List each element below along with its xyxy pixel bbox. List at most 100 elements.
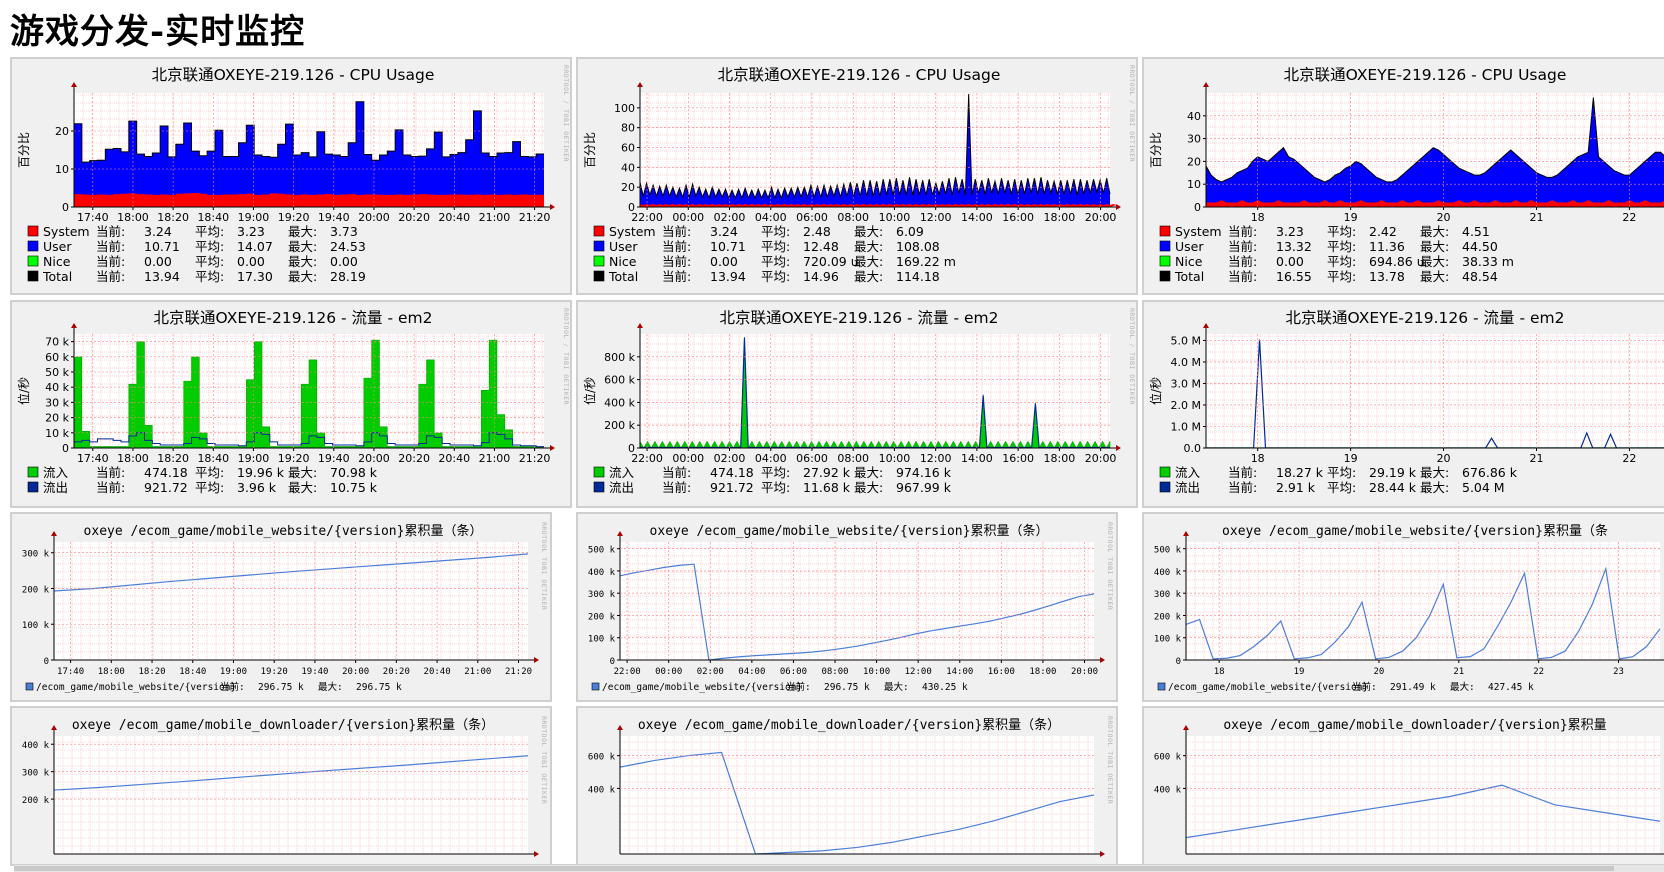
x-tick-label: 18:20 [157, 452, 189, 465]
x-axis-arrow-icon [534, 657, 539, 663]
y-axis-arrow-icon [617, 725, 623, 730]
legend-current-value: 921.72 [710, 480, 754, 495]
legend-series-name: 流入 [609, 465, 635, 480]
legend-swatch [27, 466, 39, 478]
legend-average-value: 17.30 [237, 269, 273, 284]
x-tick-label: 17:40 [77, 211, 109, 224]
graph-web-3: oxeye /ecom_game/mobile_website/{version… [1154, 523, 1664, 693]
y-tick-label: 70 k [45, 336, 69, 349]
x-tick-label: 19:20 [278, 452, 310, 465]
graph-panel-dl-2[interactable]: oxeye /ecom_game/mobile_downloader/{vers… [576, 706, 1118, 866]
legend-average-label: 平均: [1327, 480, 1356, 495]
legend-series-name: Total [608, 269, 638, 284]
legend-series-name: 流入 [43, 465, 69, 480]
y-tick-label: 100 k [1154, 635, 1182, 645]
legend-maximum-label: 最大: [318, 681, 343, 693]
x-tick-label: 21:20 [519, 452, 551, 465]
series-user-area [640, 93, 1110, 207]
legend-maximum-value: 676.86 k [1462, 465, 1518, 480]
legend-swatch [1159, 255, 1171, 267]
legend-swatch [1159, 240, 1171, 252]
series-line [53, 755, 529, 791]
graph-panel-dl-3[interactable]: oxeye /ecom_game/mobile_downloader/{vers… [1142, 706, 1664, 866]
y-tick-label: 500 k [1154, 546, 1182, 556]
x-tick-label: 21:00 [479, 211, 511, 224]
x-tick-label: 04:00 [755, 211, 787, 224]
plot-area [54, 542, 528, 660]
y-tick-label: 10 [1187, 178, 1201, 191]
graph-panel-web-3[interactable]: oxeye /ecom_game/mobile_website/{version… [1142, 512, 1664, 702]
x-tick-label: 14:00 [946, 667, 973, 677]
legend-maximum-value: 4.51 [1462, 224, 1490, 239]
graph-title: oxeye /ecom_game/mobile_website/{version… [84, 523, 483, 539]
x-tick-label: 20:20 [398, 452, 430, 465]
legend-maximum-value: 296.75 k [356, 682, 402, 693]
x-tick-label: 22 [1622, 211, 1636, 224]
x-axis-arrow-icon [1116, 445, 1121, 451]
y-tick-label: 0.0 [1184, 442, 1202, 455]
graph-panel-cpu-2[interactable]: 北京联通OXEYE-219.126 - CPU Usage RRDTOOL / T… [576, 57, 1138, 295]
graph-panel-net-2[interactable]: 北京联通OXEYE-219.126 - 流量 - em2 RRDTOOL / TO… [576, 300, 1138, 508]
y-tick-label: 1.0 M [1171, 420, 1201, 433]
legend-average-label: 平均: [1327, 224, 1356, 239]
legend-current-label: 当前: [1228, 480, 1257, 495]
x-tick-label: 18:00 [1029, 667, 1056, 677]
legend-current-value: 16.55 [1276, 269, 1312, 284]
y-tick-label: 4.0 M [1171, 356, 1201, 369]
x-tick-label: 19:40 [318, 211, 350, 224]
legend-average-value: 720.09 u [803, 254, 859, 269]
legend-average-value: 19.96 k [237, 465, 285, 480]
x-tick-label: 18 [1251, 452, 1265, 465]
legend-series-name: System [43, 224, 90, 239]
legend-average-label: 平均: [195, 480, 224, 495]
x-tick-label: 20:00 [1085, 452, 1117, 465]
legend-current-value: 0.00 [710, 254, 738, 269]
x-axis-arrow-icon [534, 851, 539, 857]
legend-maximum-label: 最大: [288, 269, 317, 284]
legend-current-value: 291.49 k [1390, 682, 1436, 693]
x-tick-label: 06:00 [780, 667, 807, 677]
graph-panel-cpu-1[interactable]: 北京联通OXEYE-219.126 - CPU Usage RRDTOOL / T… [10, 57, 572, 295]
legend-swatch [27, 481, 39, 493]
legend-average-value: 11.36 [1369, 239, 1405, 254]
legend-maximum-label: 最大: [854, 224, 883, 239]
horizontal-scrollbar-thumb[interactable] [14, 866, 1614, 871]
y-tick-label: 60 [621, 142, 635, 155]
y-tick-label: 800 k [604, 351, 635, 364]
graph-panel-web-1[interactable]: oxeye /ecom_game/mobile_website/{version… [10, 512, 552, 702]
y-tick-label: 0 [62, 201, 69, 214]
legend-average-value: 2.48 [803, 224, 831, 239]
graph-panel-net-1[interactable]: 北京联通OXEYE-219.126 - 流量 - em2 RRDTOOL / TO… [10, 300, 572, 508]
legend-maximum-label: 最大: [288, 254, 317, 269]
x-tick-label: 19:40 [318, 452, 350, 465]
legend-series-name: 流入 [1175, 465, 1201, 480]
legend-series-name: System [1175, 224, 1222, 239]
y-axis-label: 位/秒 [1148, 377, 1163, 405]
graph-net-2: 北京联通OXEYE-219.126 - 流量 - em2 RRDTOOL / TO… [582, 308, 1136, 495]
series-system-area [1206, 200, 1664, 207]
legend-maximum-label: 最大: [854, 269, 883, 284]
y-axis-label: 百分比 [17, 132, 31, 168]
series-inflow-area [73, 339, 545, 449]
legend: 流入 当前: 474.18 平均: 19.96 k 最大: 70.98 k流出 当前: 921.… [27, 465, 378, 495]
legend-average-value: 27.92 k [803, 465, 851, 480]
series-group [74, 101, 544, 207]
series-line [619, 563, 1095, 661]
watermark: RRDTOOL / TOBI OETIKER [1128, 65, 1136, 162]
y-tick-label: 3.0 M [1171, 377, 1201, 390]
legend-maximum-value: 3.73 [330, 224, 358, 239]
x-tick-label: 21:20 [505, 667, 532, 677]
y-tick-label: 0 [1194, 201, 1201, 214]
y-tick-label: 200 k [604, 419, 635, 432]
graph-panel-web-2[interactable]: oxeye /ecom_game/mobile_website/{version… [576, 512, 1118, 702]
legend-maximum-value: 10.75 k [330, 480, 378, 495]
y-tick-label: 400 k [588, 785, 616, 795]
y-tick-label: 40 k [45, 381, 69, 394]
horizontal-scrollbar[interactable] [14, 864, 1664, 872]
x-tick-label: 21:00 [479, 452, 511, 465]
graph-panel-dl-1[interactable]: oxeye /ecom_game/mobile_downloader/{vers… [10, 706, 552, 866]
x-tick-label: 12:00 [920, 452, 952, 465]
legend-average-value: 29.19 k [1369, 465, 1417, 480]
